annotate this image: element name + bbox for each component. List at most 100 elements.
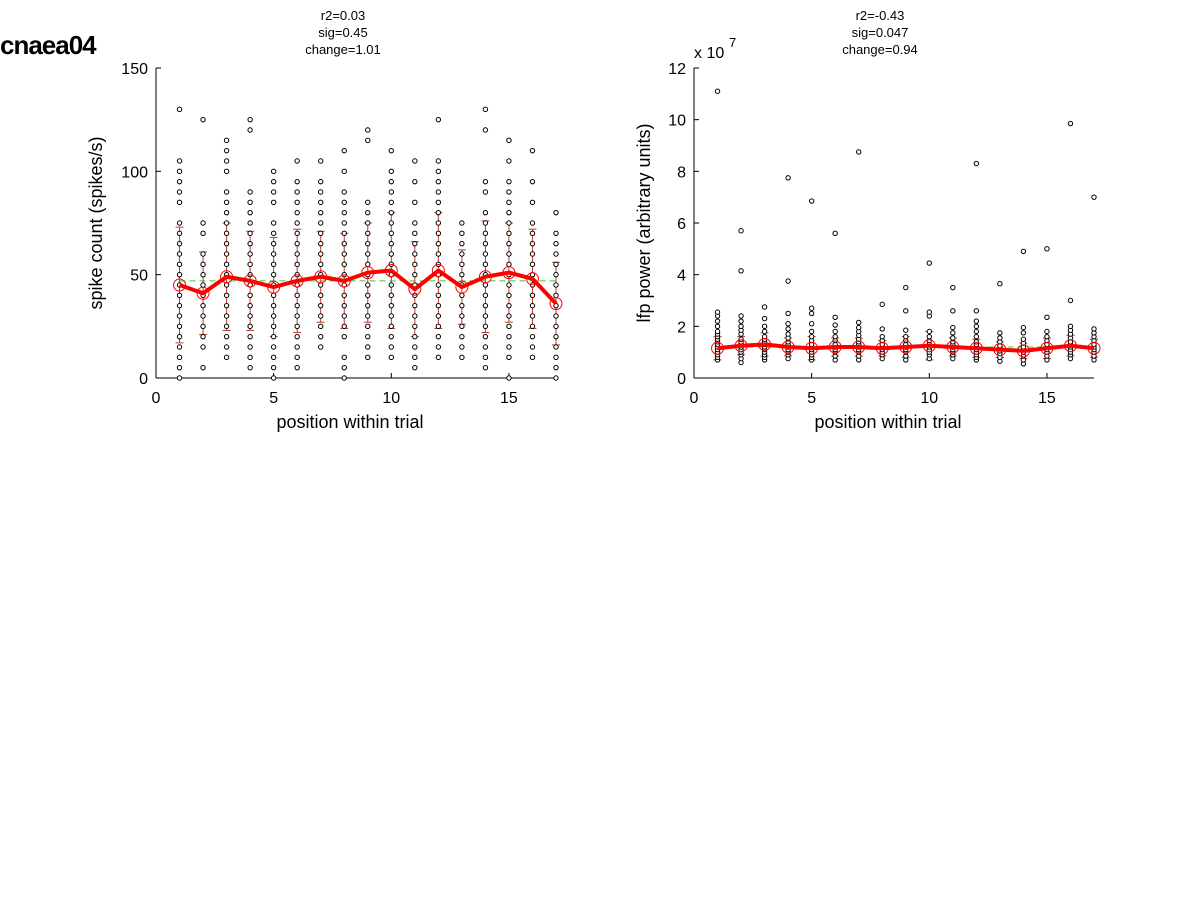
data-point bbox=[903, 333, 909, 340]
data-point bbox=[738, 228, 744, 234]
data-point bbox=[412, 230, 418, 237]
data-point bbox=[318, 189, 324, 195]
mean-marker bbox=[852, 340, 866, 354]
data-point bbox=[714, 88, 721, 94]
data-point bbox=[200, 364, 206, 371]
data-point bbox=[247, 209, 253, 216]
data-point bbox=[973, 333, 980, 340]
stat-change: change=1.01 bbox=[305, 42, 381, 57]
data-point bbox=[318, 323, 324, 330]
mean-marker bbox=[243, 274, 257, 288]
data-point bbox=[270, 230, 277, 237]
data-point bbox=[247, 240, 253, 247]
data-point bbox=[553, 251, 559, 257]
data-point bbox=[950, 284, 956, 291]
data-point bbox=[553, 364, 559, 371]
data-point bbox=[973, 328, 980, 335]
x-tick-label: 5 bbox=[269, 390, 278, 407]
mean-line bbox=[717, 342, 1095, 353]
data-point bbox=[388, 333, 394, 340]
data-point bbox=[318, 209, 324, 216]
data-point bbox=[506, 302, 512, 309]
data-point bbox=[482, 292, 489, 299]
data-point bbox=[223, 282, 230, 288]
data-point bbox=[738, 318, 744, 324]
data-point bbox=[459, 344, 465, 350]
data-point bbox=[1091, 194, 1097, 200]
data-point bbox=[318, 333, 324, 340]
data-point bbox=[856, 149, 862, 155]
data-point bbox=[223, 251, 230, 257]
data-point bbox=[388, 240, 394, 247]
data-point bbox=[997, 281, 1003, 287]
data-point bbox=[247, 116, 253, 123]
data-point bbox=[785, 175, 791, 181]
data-point bbox=[435, 282, 442, 288]
data-point bbox=[176, 189, 183, 195]
data-point bbox=[506, 375, 512, 381]
data-point bbox=[388, 292, 394, 299]
data-point bbox=[435, 209, 442, 216]
data-point bbox=[506, 189, 512, 195]
data-point bbox=[176, 168, 183, 175]
data-point bbox=[553, 313, 559, 319]
data-point bbox=[341, 230, 347, 237]
data-point bbox=[318, 199, 324, 206]
data-point bbox=[482, 209, 489, 216]
data-point bbox=[294, 251, 300, 257]
data-point bbox=[553, 375, 559, 381]
mean-marker bbox=[220, 270, 234, 284]
data-point bbox=[365, 127, 371, 133]
y-tick-label: 150 bbox=[121, 61, 148, 78]
data-point bbox=[176, 292, 183, 299]
data-point bbox=[482, 261, 489, 268]
data-point bbox=[412, 364, 418, 371]
data-point bbox=[506, 323, 512, 330]
data-point bbox=[223, 240, 230, 247]
data-point bbox=[270, 199, 277, 206]
data-point bbox=[341, 375, 347, 381]
data-point bbox=[388, 189, 394, 195]
data-point bbox=[365, 282, 371, 288]
data-point bbox=[247, 354, 253, 361]
data-point bbox=[506, 282, 512, 288]
data-point bbox=[997, 335, 1003, 341]
data-point bbox=[388, 230, 394, 237]
data-point bbox=[738, 323, 744, 330]
data-point bbox=[270, 168, 277, 175]
data-point bbox=[365, 302, 371, 309]
data-point bbox=[950, 324, 956, 331]
data-point bbox=[388, 313, 394, 319]
mean-line bbox=[178, 268, 558, 305]
data-point bbox=[529, 344, 536, 350]
data-point bbox=[482, 240, 489, 247]
data-point bbox=[482, 282, 489, 288]
data-point bbox=[294, 354, 300, 361]
data-point bbox=[412, 220, 418, 226]
data-point bbox=[714, 328, 721, 335]
data-point bbox=[832, 333, 838, 340]
data-point bbox=[223, 230, 230, 237]
data-point bbox=[832, 322, 838, 328]
x-tick-label: 15 bbox=[1038, 390, 1056, 407]
data-point bbox=[176, 323, 183, 330]
data-point bbox=[365, 354, 371, 361]
data-point bbox=[553, 230, 559, 237]
data-point bbox=[341, 313, 347, 319]
data-point bbox=[318, 220, 324, 226]
data-point bbox=[1067, 323, 1074, 330]
data-point bbox=[435, 199, 442, 206]
data-point bbox=[223, 323, 230, 330]
data-point bbox=[1067, 297, 1074, 304]
data-point bbox=[553, 323, 559, 330]
data-point bbox=[365, 313, 371, 319]
data-point bbox=[365, 199, 371, 206]
data-point bbox=[341, 354, 347, 361]
mean-marker bbox=[408, 282, 422, 296]
data-point bbox=[459, 333, 465, 340]
data-point bbox=[341, 333, 347, 340]
data-point bbox=[856, 319, 862, 326]
mean-marker bbox=[734, 339, 748, 353]
data-point bbox=[714, 323, 721, 330]
data-point bbox=[459, 251, 465, 257]
